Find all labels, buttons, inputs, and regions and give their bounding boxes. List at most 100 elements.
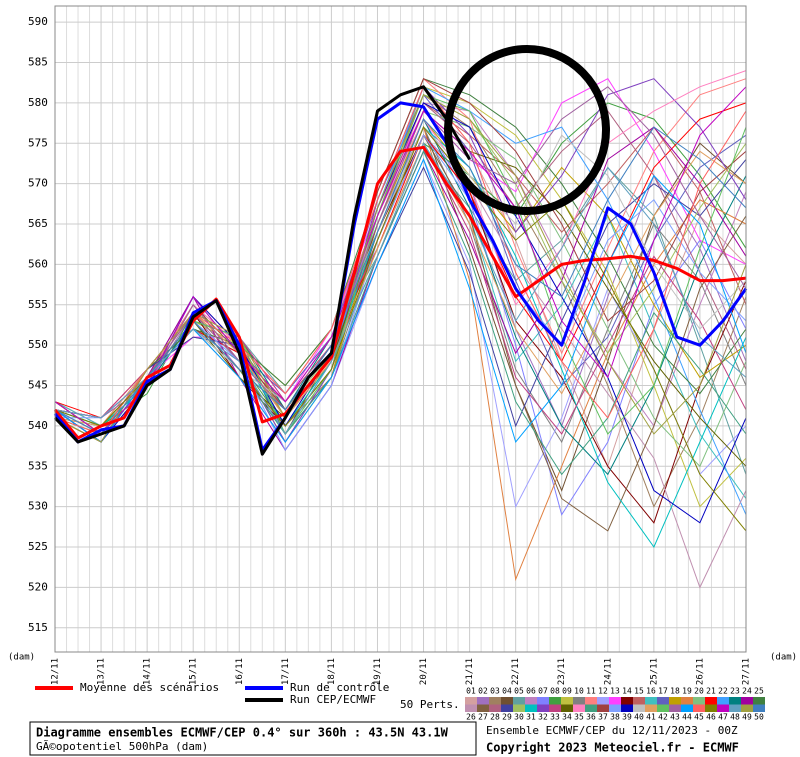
perturbation-name: 10 [574, 687, 584, 696]
perturbation-swatch [465, 704, 477, 712]
perturbation-name: 07 [538, 687, 548, 696]
perturbation-swatch [729, 704, 741, 712]
perturbation-swatch [537, 704, 549, 712]
perturbation-swatch [633, 704, 645, 712]
x-tick-label: 19/11 [373, 658, 383, 685]
perturbation-swatch [657, 697, 669, 705]
perturbation-swatch [705, 704, 717, 712]
legend-label: Run de contrôle [290, 681, 389, 694]
perturbation-swatch [477, 697, 489, 705]
perturbation-line [54, 86, 747, 419]
perturbation-name: 05 [514, 687, 524, 696]
x-tick-label: 26/11 [695, 658, 705, 685]
perturbation-swatch [525, 704, 537, 712]
y-tick-label: 515 [28, 621, 48, 634]
perturbation-name: 37 [598, 713, 608, 722]
perturbation-name: 39 [622, 713, 632, 722]
copyright: Copyright 2023 Meteociel.fr - ECMWF [486, 741, 739, 755]
perturbation-name: 25 [754, 687, 764, 696]
y-tick-label: 535 [28, 459, 48, 472]
perturbation-name: 38 [610, 713, 620, 722]
perturbation-swatch [573, 704, 585, 712]
perturbation-swatch [525, 697, 537, 705]
perturbation-swatch [609, 697, 621, 705]
perturbation-name: 33 [550, 713, 560, 722]
perturbation-name: 20 [694, 687, 704, 696]
perturbation-name: 03 [490, 687, 500, 696]
x-tick-label: 14/11 [143, 658, 153, 685]
perturbation-swatch [561, 697, 573, 705]
perturbation-swatch [489, 697, 501, 705]
x-tick-label: 22/11 [511, 658, 521, 685]
y-tick-label: 575 [28, 136, 48, 149]
perturbation-swatch [489, 704, 501, 712]
perturbation-name: 35 [574, 713, 584, 722]
perturbation-name: 01 [466, 687, 476, 696]
x-tick-label: 25/11 [649, 658, 659, 685]
y-tick-label: 540 [28, 419, 48, 432]
perturbation-name: 47 [718, 713, 728, 722]
perturbation-name: 17 [658, 687, 668, 696]
perturbation-name: 43 [670, 713, 680, 722]
source: Ensemble ECMWF/CEP du 12/11/2023 - 00Z [486, 724, 738, 737]
title-box [29, 721, 477, 756]
y-tick-label: 565 [28, 217, 48, 230]
x-tick-label: 16/11 [235, 658, 245, 685]
perturbation-swatch [729, 697, 741, 705]
perturbation-name: 15 [634, 687, 644, 696]
perturbation-line [54, 142, 747, 435]
y-tick-label: 560 [28, 257, 48, 270]
perturbation-name: 41 [646, 713, 656, 722]
y-tick-label: 570 [28, 177, 48, 190]
perturbation-name: 13 [610, 687, 620, 696]
perturbation-swatch [681, 697, 693, 705]
perturbation-name: 31 [526, 713, 536, 722]
perturbation-name: 06 [526, 687, 536, 696]
perturbation-swatch [717, 704, 729, 712]
x-tick-label: 17/11 [281, 658, 291, 685]
perturbation-swatch [573, 697, 585, 705]
perturbation-swatch [621, 704, 633, 712]
perturbation-swatch [693, 697, 705, 705]
y-tick-label: 590 [28, 15, 48, 28]
series-line [53, 85, 471, 456]
perturbation-name: 11 [586, 687, 596, 696]
perturbation-swatch [657, 704, 669, 712]
perturbation-name: 36 [586, 713, 596, 722]
perturbation-swatch [597, 697, 609, 705]
perturbation-swatch [741, 704, 753, 712]
plot-lines [53, 70, 748, 589]
perturbation-name: 21 [706, 687, 716, 696]
annotation-circle [444, 45, 610, 215]
perturbation-swatch [609, 704, 621, 712]
chart-subtitle: GÃ©opotentiel 500hPa (dam) [36, 740, 208, 753]
perturbation-name: 12 [598, 687, 608, 696]
perturbation-name: 02 [478, 687, 488, 696]
perturbation-swatch [705, 697, 717, 705]
perturbation-swatch [693, 704, 705, 712]
perturbation-name: 08 [550, 687, 560, 696]
legend: 50 Perts. Moyenne des scénarios Run de co… [35, 681, 765, 722]
perturbation-swatch [501, 697, 513, 705]
x-tick-label: 24/11 [603, 658, 613, 685]
y-unit-right: (dam) [770, 653, 797, 663]
perturbation-name: 45 [694, 713, 704, 722]
perturbation-swatch [549, 697, 561, 705]
y-tick-label: 525 [28, 540, 48, 553]
perturbation-swatch [585, 704, 597, 712]
perturbation-swatch [753, 704, 765, 712]
perturbation-swatch [669, 704, 681, 712]
perturbation-name: 44 [682, 713, 692, 722]
y-tick-label: 530 [28, 500, 48, 513]
y-tick-label: 545 [28, 379, 48, 392]
perturbation-swatch [741, 697, 753, 705]
perturbation-name: 22 [718, 687, 728, 696]
y-tick-label: 555 [28, 298, 48, 311]
perturbation-swatch [669, 697, 681, 705]
perturbation-swatch [717, 697, 729, 705]
y-tick-label: 550 [28, 338, 48, 351]
perturbation-name: 49 [742, 713, 752, 722]
x-tick-label: 21/11 [465, 658, 475, 685]
perturbation-name: 30 [514, 713, 524, 722]
